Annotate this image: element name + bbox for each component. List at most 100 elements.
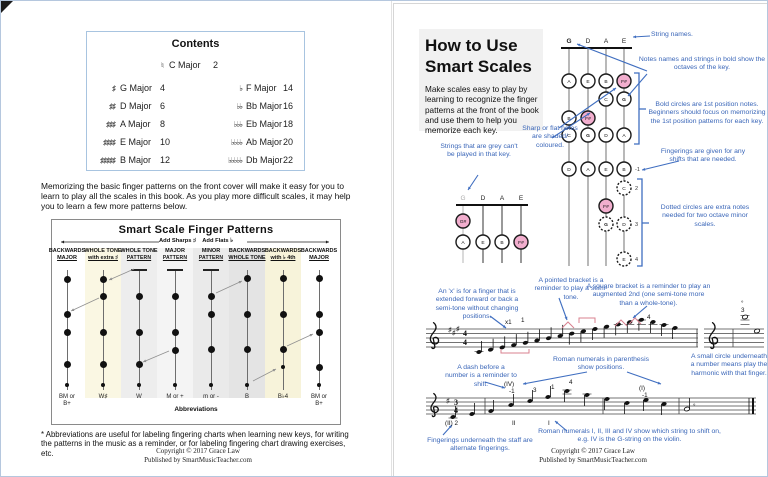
contents-entry-page: 16 [283, 101, 294, 111]
key-signature-glyph: ♭♭♭ [233, 120, 243, 129]
add-sharps-label: Add Sharps ♯ [158, 238, 197, 244]
pattern-dot [171, 346, 179, 354]
staff-marking: 4 [647, 314, 651, 321]
pattern-abbr: B [244, 394, 249, 400]
staff-marking: (I) [639, 385, 645, 392]
annotation-x-finger: An 'x' is for a finger that is extended … [435, 288, 519, 320]
annotation-roman-positions: Roman numerals in parenthesis show posit… [553, 356, 649, 372]
contents-entry-name: Eb Major [246, 119, 283, 129]
pattern-dot [99, 276, 107, 284]
annotation-fingerings-shifts: Fingerings are given for any shifts that… [660, 148, 746, 164]
pattern-column-header: BACKWARDS with ♭ 4th [264, 248, 302, 261]
pattern-dot [171, 292, 179, 300]
contents-box: Contents ♮ C Major 2 ♯ G Major 4 ♯♯ D Major 6… [86, 31, 305, 171]
pattern-column-header: WHOLE TONE with extra ♯ [84, 248, 122, 261]
annotation-dash-shift: A dash before a number is a reminder to … [445, 364, 517, 388]
annotation-grey-strings: Strings that are grey can't be played in… [440, 143, 518, 159]
pattern-dot [315, 328, 323, 336]
staff-marking: 1 [551, 384, 555, 391]
pattern-dot [316, 382, 322, 388]
annotation-string-names: String names. [651, 31, 693, 38]
contents-entry-page: 20 [283, 137, 294, 147]
pattern-dot [207, 310, 215, 318]
abbreviations-label: Abbreviations [174, 406, 218, 413]
contents-entry-page: 18 [283, 119, 294, 129]
contents-entry-name: B Major [120, 155, 152, 165]
contents-entry-page: 22 [283, 155, 294, 165]
pattern-dot [99, 361, 107, 369]
pattern-column-header: WHOLE TONE PATTERN [120, 248, 158, 261]
pattern-string-line [210, 270, 212, 390]
page-title-line1: How to Use [425, 36, 518, 55]
contents-entry-page: 14 [283, 83, 294, 93]
annotation-roman-strings: Roman numerals I, II, III and IV show wh… [538, 428, 721, 444]
pattern-dot [315, 274, 323, 282]
pattern-dot [135, 328, 143, 336]
pattern-dot [207, 292, 215, 300]
pattern-abbr: W♯ [98, 394, 108, 400]
staff-marking: ° [693, 403, 696, 410]
key-signature-glyph: ♯ [112, 84, 116, 93]
pattern-dot [208, 382, 214, 388]
right-intro-paragraph: Make scales easy to play by learning to … [425, 85, 539, 135]
pattern-abbr: M or + [166, 394, 184, 400]
annotation-octaves: Notes names and strings in bold show the… [638, 56, 766, 72]
staff-marking: II [512, 420, 516, 427]
chart-title: Smart Scale Finger Patterns [118, 224, 274, 236]
pattern-dot [63, 276, 71, 284]
page-divider [391, 1, 392, 476]
pattern-dot [244, 382, 250, 388]
pattern-dot [64, 382, 70, 388]
staff-marking: ° [741, 300, 744, 307]
pattern-dot [136, 382, 142, 388]
pattern-column-header: BACKWARDS MAJOR [300, 248, 338, 261]
contents-title: Contents [171, 38, 220, 50]
contents-entry-name: G Major [120, 83, 153, 93]
key-signature-glyph: ♯♯♯ [106, 120, 116, 129]
pattern-dot [243, 274, 251, 282]
pattern-dot [279, 345, 287, 353]
key-signature-glyph: ♭♭ [236, 102, 243, 111]
pattern-abbr: B♭4 [277, 394, 289, 400]
pattern-nut-bar [203, 268, 219, 271]
finger-patterns-chart: Smart Scale Finger Patterns Add Sharps ♯… [49, 219, 341, 425]
contents-entry-name: E Major [120, 137, 152, 147]
pattern-dot [99, 328, 107, 336]
pattern-dot [63, 361, 71, 369]
contents-entry-page: 4 [160, 83, 166, 93]
add-sharps-flats-label: Add Sharps ♯ Add Flats ♭ [136, 238, 256, 244]
title-background [419, 29, 543, 131]
left-page-footer: Copyright © 2017 Grace Law Published by … [98, 447, 298, 465]
pattern-abbr: m or - [203, 394, 219, 400]
pattern-abbr: W [136, 394, 142, 400]
staff-marking: 4 [569, 379, 573, 386]
staff-marking: 3 [533, 387, 537, 394]
pattern-column-header: BACKWARDS WHOLE TONE [228, 248, 266, 261]
pattern-abbr: BM or B+ [310, 394, 327, 407]
annotation-bold-circles: Bold circles are 1st position notes. Beg… [648, 101, 766, 125]
staff-marking: 1 [521, 317, 525, 324]
copyright-line: Copyright © 2017 Grace Law [551, 447, 635, 455]
copyright-line: Copyright © 2017 Grace Law [156, 447, 240, 455]
contents-entry-name: C Major [169, 60, 201, 70]
pattern-column-header: BACKWARDS MAJOR [48, 248, 86, 261]
pattern-dot [135, 292, 143, 300]
pattern-dot [63, 310, 71, 318]
right-page-footer: Copyright © 2017 Grace Law Published by … [493, 447, 693, 465]
page-title: How to Use Smart Scales [425, 35, 545, 78]
staff-marking: -1 [509, 388, 515, 395]
pattern-dot [243, 310, 251, 318]
abbreviations-footnote: * Abbreviations are useful for labeling … [41, 430, 349, 458]
annotation-sharp-flat: Sharp or flat notes are shaded/ coloured… [522, 125, 578, 149]
pattern-nut-bar [131, 268, 147, 271]
pattern-abbr: BM or B+ [58, 394, 75, 407]
page-title-line2: Smart Scales [425, 57, 532, 77]
publisher-line: Published by SmartMusicTeacher.com [539, 456, 647, 465]
pattern-string-line [246, 270, 248, 390]
annotation-pointed-bracket: A pointed bracket is a reminder to play … [534, 277, 608, 301]
pattern-dot [315, 310, 323, 318]
pattern-dot [99, 292, 107, 300]
pattern-dot [63, 328, 71, 336]
pattern-string-line [282, 270, 284, 390]
